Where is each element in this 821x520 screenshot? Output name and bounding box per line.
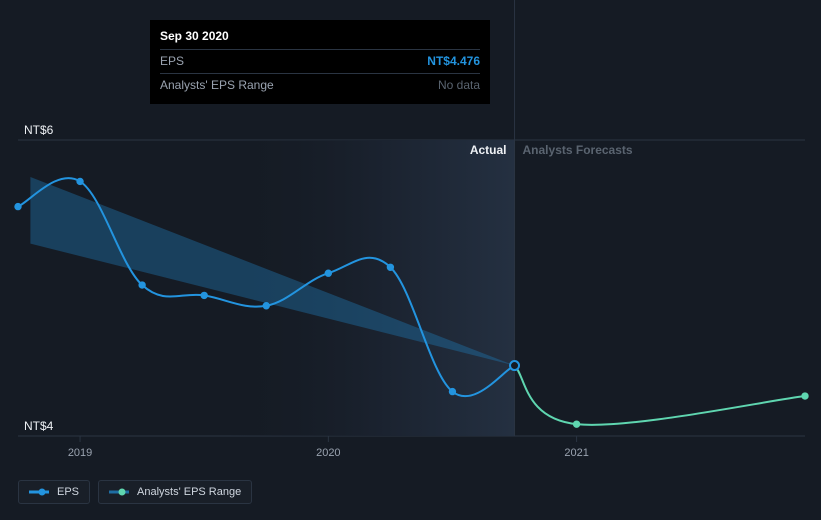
- tooltip-row-value: NT$4.476: [427, 53, 480, 70]
- eps-forecast-line: [515, 366, 805, 425]
- tooltip-row: Analysts' EPS Range No data: [160, 73, 480, 97]
- eps-actual-point: [201, 292, 207, 298]
- x-axis-label: 2021: [564, 447, 588, 459]
- overlay-forecast-label: Analysts Forecasts: [523, 143, 633, 157]
- eps-actual-point: [387, 264, 393, 270]
- y-axis-label: NT$4: [24, 419, 54, 433]
- tooltip-row-value: No data: [438, 77, 480, 94]
- x-axis-label: 2020: [316, 447, 340, 459]
- hover-marker: [510, 361, 519, 370]
- y-axis-label: NT$6: [24, 123, 54, 137]
- eps-forecast-point: [802, 393, 808, 399]
- legend-item[interactable]: Analysts' EPS Range: [98, 480, 252, 504]
- overlay-actual-label: Actual: [470, 143, 507, 157]
- legend-swatch-icon: [109, 487, 129, 497]
- hover-tooltip: Sep 30 2020 EPS NT$4.476 Analysts' EPS Ran…: [150, 20, 490, 104]
- legend: EPS Analysts' EPS Range: [18, 480, 252, 504]
- eps-chart[interactable]: NT$4 NT$6 Actual Analysts Forecasts 2019 2020…: [0, 0, 821, 520]
- eps-actual-point: [449, 388, 455, 394]
- eps-forecast-point: [573, 421, 579, 427]
- eps-actual-point: [263, 303, 269, 309]
- tooltip-row-label: EPS: [160, 53, 184, 70]
- eps-actual-point: [325, 270, 331, 276]
- legend-item-label: Analysts' EPS Range: [137, 486, 241, 498]
- tooltip-date: Sep 30 2020: [160, 28, 480, 45]
- tooltip-row: EPS NT$4.476: [160, 49, 480, 73]
- eps-actual-point: [77, 178, 83, 184]
- legend-item[interactable]: EPS: [18, 480, 90, 504]
- eps-actual-point: [15, 203, 21, 209]
- x-axis-label: 2019: [68, 447, 92, 459]
- eps-actual-point: [139, 282, 145, 288]
- tooltip-row-label: Analysts' EPS Range: [160, 77, 274, 94]
- legend-item-label: EPS: [57, 486, 79, 498]
- legend-swatch-icon: [29, 487, 49, 497]
